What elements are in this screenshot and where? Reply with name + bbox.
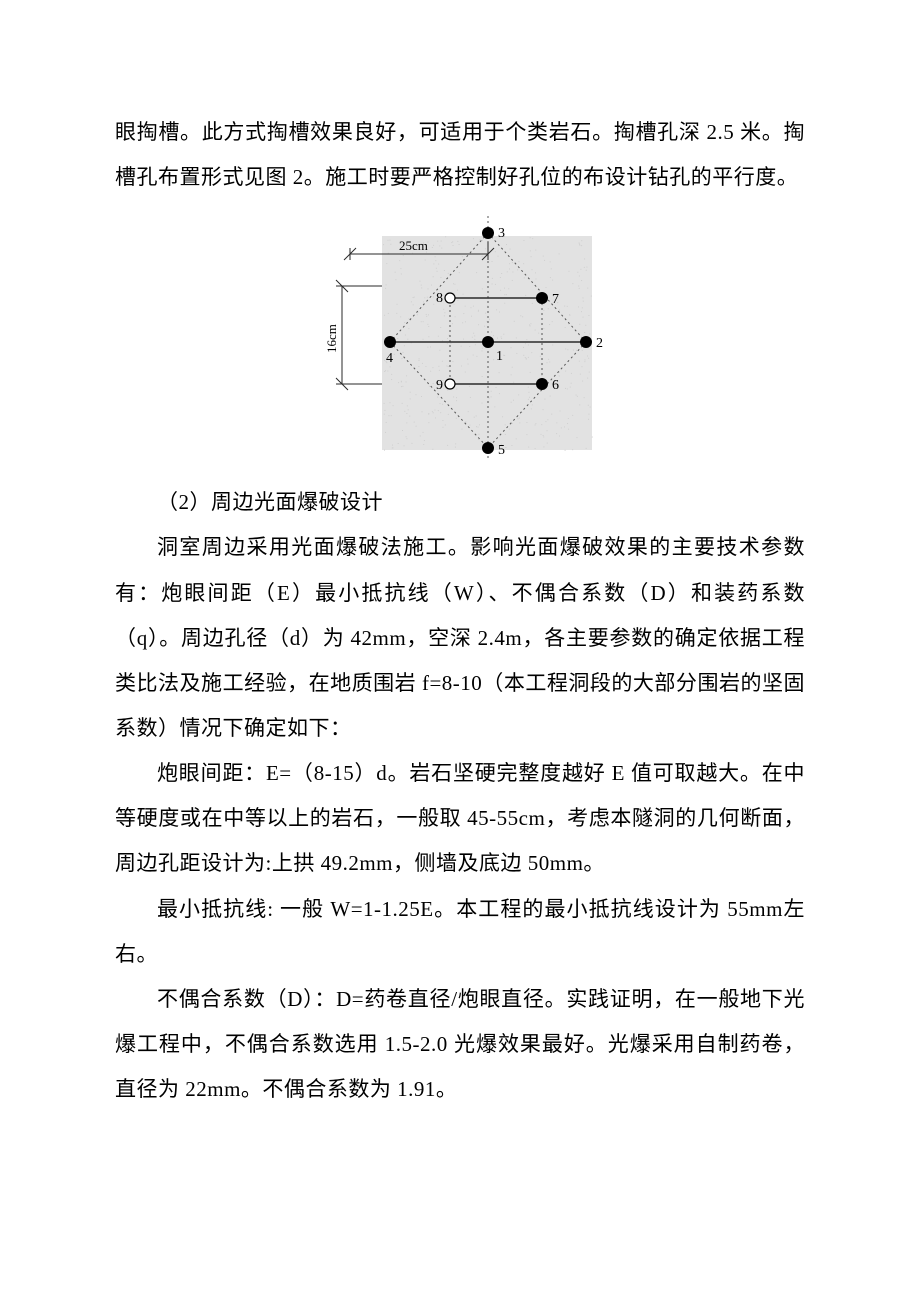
svg-text:3: 3 [498,226,505,241]
paragraph-6: 不偶合系数（D）：D=药卷直径/炮眼直径。实践证明，在一般地下光爆工程中，不偶合… [115,977,805,1112]
paragraph-1: 眼掏槽。此方式掏槽效果良好，可适用于个类岩石。掏槽孔深 2.5 米。掏槽孔布置形… [115,110,805,200]
paragraph-2: （2）周边光面爆破设计 [115,480,805,525]
document-page: 眼掏槽。此方式掏槽效果良好，可适用于个类岩石。掏槽孔深 2.5 米。掏槽孔布置形… [0,0,920,1302]
figure-2-diagram: 25cm 16cm 3 5 4 2 1 8 7 9 6 [310,208,610,468]
svg-text:16cm: 16cm [324,324,339,353]
svg-text:5: 5 [498,443,505,458]
svg-text:9: 9 [436,378,443,393]
figure-2-wrap: 25cm 16cm 3 5 4 2 1 8 7 9 6 [115,208,805,468]
paragraph-4: 炮眼间距：E=（8-15）d。岩石坚硬完整度越好 E 值可取越大。在中等硬度或在… [115,751,805,886]
svg-text:2: 2 [596,336,603,351]
svg-text:1: 1 [496,349,503,364]
svg-text:6: 6 [552,378,559,393]
paragraph-5: 最小抵抗线: 一般 W=1-1.25E。本工程的最小抵抗线设计为 55mm左右。 [115,887,805,977]
svg-text:25cm: 25cm [399,238,428,253]
paragraph-3: 洞室周边采用光面爆破法施工。影响光面爆破效果的主要技术参数有：炮眼间距（E）最小… [115,525,805,751]
svg-text:7: 7 [552,292,559,307]
svg-text:8: 8 [436,291,443,306]
svg-text:4: 4 [386,351,393,366]
